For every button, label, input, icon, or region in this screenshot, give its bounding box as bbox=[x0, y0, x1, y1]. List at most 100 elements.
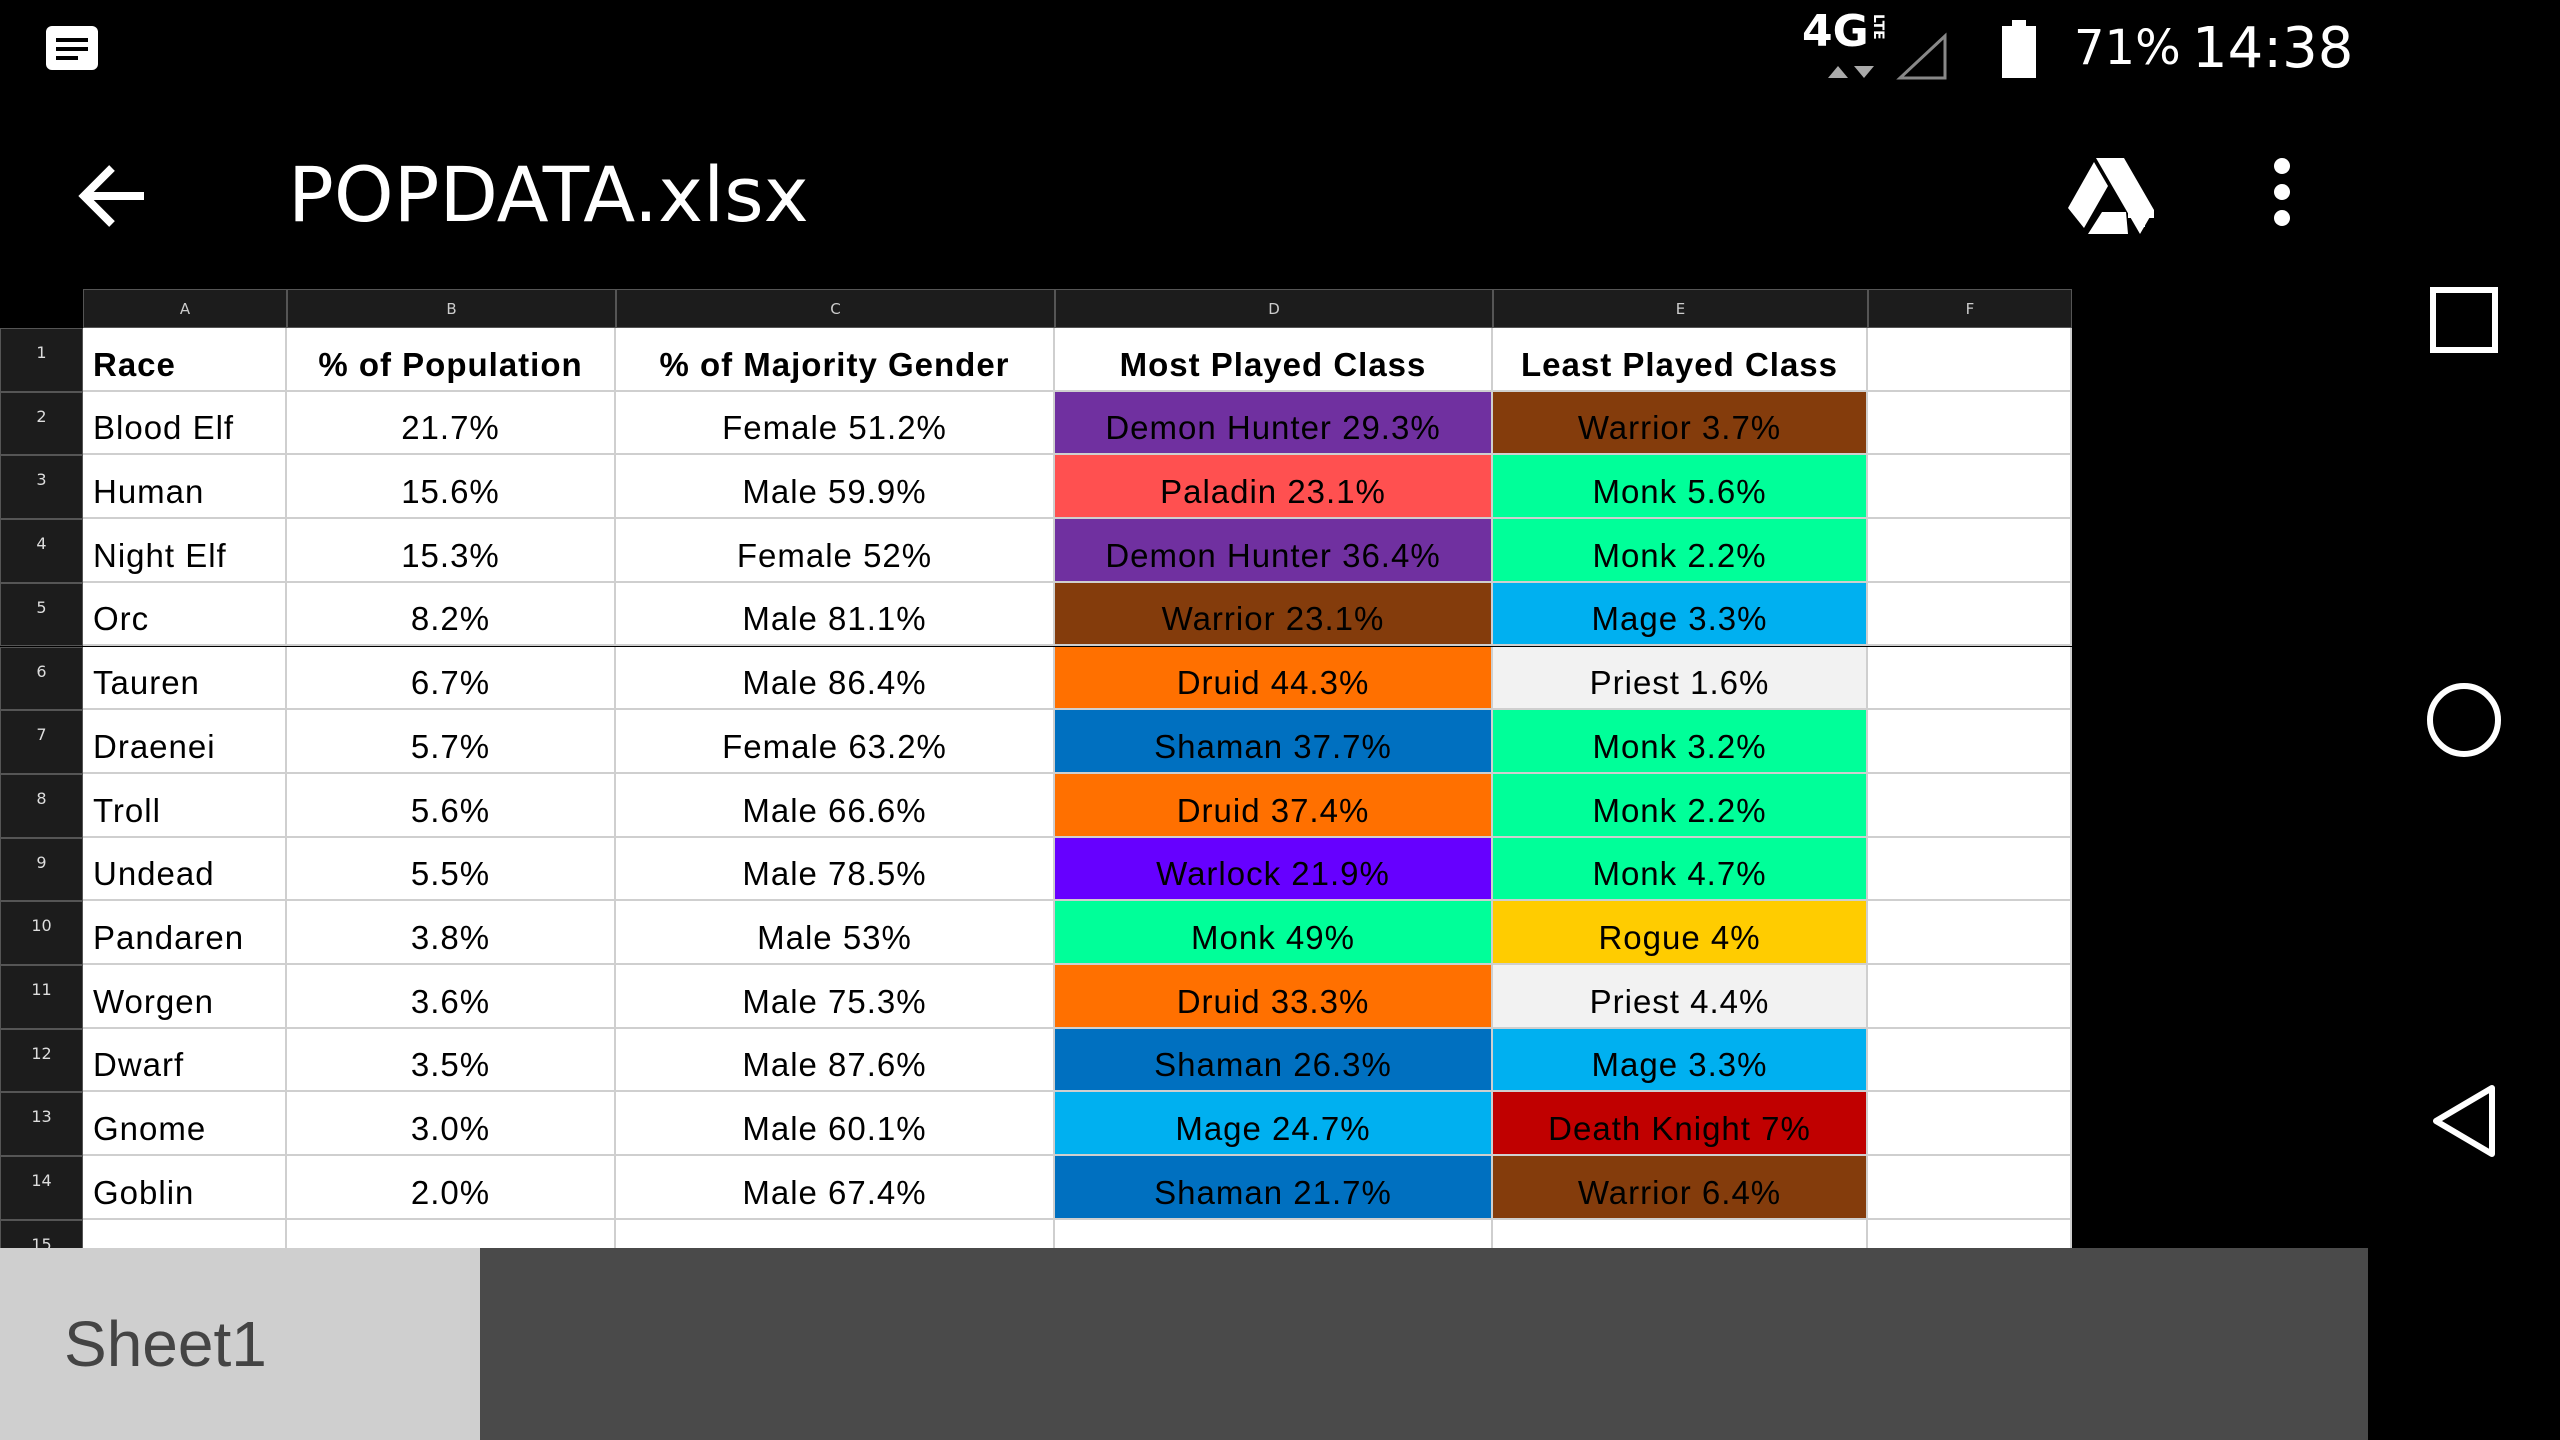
cell[interactable]: Warrior 3.7% bbox=[1493, 391, 1868, 456]
row-header[interactable]: 2 bbox=[0, 391, 83, 456]
cell[interactable]: Rogue 4% bbox=[1493, 901, 1868, 965]
cell[interactable] bbox=[1493, 1219, 1868, 1248]
cell[interactable]: Tauren bbox=[83, 646, 287, 711]
row-header[interactable]: 3 bbox=[0, 455, 83, 520]
cell[interactable]: Undead bbox=[83, 837, 287, 902]
cell[interactable]: 3.0% bbox=[287, 1092, 616, 1157]
cell[interactable] bbox=[1868, 455, 2072, 520]
cell[interactable]: Priest 1.6% bbox=[1493, 646, 1868, 711]
cell[interactable] bbox=[1868, 391, 2072, 456]
cell[interactable]: Mage 3.3% bbox=[1493, 1028, 1868, 1093]
cell[interactable]: Night Elf bbox=[83, 519, 287, 583]
header-cell[interactable] bbox=[1868, 328, 2072, 392]
cell[interactable]: Gnome bbox=[83, 1092, 287, 1157]
cell[interactable]: Monk 3.2% bbox=[1493, 710, 1868, 774]
cell[interactable]: Orc bbox=[83, 582, 287, 647]
cell[interactable]: Female 51.2% bbox=[616, 391, 1055, 456]
cell[interactable]: Male 60.1% bbox=[616, 1092, 1055, 1157]
cell[interactable] bbox=[1868, 1219, 2072, 1248]
row-header[interactable]: 5 bbox=[0, 582, 83, 647]
cell[interactable]: Mage 24.7% bbox=[1055, 1092, 1493, 1157]
cell[interactable] bbox=[1868, 710, 2072, 774]
cell[interactable]: Dwarf bbox=[83, 1028, 287, 1093]
header-cell[interactable]: Least Played Class bbox=[1493, 328, 1868, 392]
row-header[interactable]: 6 bbox=[0, 646, 83, 711]
cell[interactable]: Monk 4.7% bbox=[1493, 837, 1868, 902]
cell[interactable]: Shaman 21.7% bbox=[1055, 1156, 1493, 1220]
recents-button[interactable] bbox=[2430, 287, 2498, 353]
header-cell[interactable]: % of Majority Gender bbox=[616, 328, 1055, 392]
save-to-drive-button[interactable] bbox=[2066, 156, 2158, 238]
cell[interactable]: Shaman 37.7% bbox=[1055, 710, 1493, 774]
row-header[interactable]: 12 bbox=[0, 1028, 83, 1093]
cell[interactable]: 5.6% bbox=[287, 773, 616, 838]
cell[interactable] bbox=[1055, 1219, 1493, 1248]
back-nav-button[interactable] bbox=[2433, 1085, 2495, 1157]
cell[interactable] bbox=[1868, 1156, 2072, 1220]
cell[interactable]: Draenei bbox=[83, 710, 287, 774]
cell[interactable]: 3.6% bbox=[287, 965, 616, 1029]
cell[interactable]: Goblin bbox=[83, 1156, 287, 1220]
cell[interactable]: 5.7% bbox=[287, 710, 616, 774]
cell[interactable]: Male 59.9% bbox=[616, 455, 1055, 520]
home-button[interactable] bbox=[2427, 683, 2501, 757]
cell[interactable] bbox=[1868, 1092, 2072, 1157]
cell[interactable]: Druid 33.3% bbox=[1055, 965, 1493, 1029]
back-button[interactable] bbox=[76, 160, 148, 232]
cell[interactable]: Demon Hunter 29.3% bbox=[1055, 391, 1493, 456]
cell[interactable]: 6.7% bbox=[287, 646, 616, 711]
row-header[interactable]: 8 bbox=[0, 773, 83, 838]
cell[interactable] bbox=[287, 1219, 616, 1248]
cell[interactable] bbox=[1868, 965, 2072, 1029]
cell[interactable]: Male 75.3% bbox=[616, 965, 1055, 1029]
cell[interactable]: 15.6% bbox=[287, 455, 616, 520]
cell[interactable] bbox=[1868, 582, 2072, 647]
cell[interactable]: Male 78.5% bbox=[616, 837, 1055, 902]
cell[interactable]: Male 67.4% bbox=[616, 1156, 1055, 1220]
column-header[interactable]: C bbox=[616, 289, 1055, 328]
cell[interactable]: 2.0% bbox=[287, 1156, 616, 1220]
row-header[interactable]: 13 bbox=[0, 1092, 83, 1157]
cell[interactable]: 3.5% bbox=[287, 1028, 616, 1093]
cell[interactable]: Demon Hunter 36.4% bbox=[1055, 519, 1493, 583]
cell[interactable]: Male 87.6% bbox=[616, 1028, 1055, 1093]
header-cell[interactable]: % of Population bbox=[287, 328, 616, 392]
cell[interactable]: 21.7% bbox=[287, 391, 616, 456]
cell[interactable]: 8.2% bbox=[287, 582, 616, 647]
cell[interactable]: Blood Elf bbox=[83, 391, 287, 456]
cell[interactable]: 5.5% bbox=[287, 837, 616, 902]
row-header[interactable]: 11 bbox=[0, 965, 83, 1029]
cell[interactable] bbox=[1868, 837, 2072, 902]
cell[interactable]: Monk 2.2% bbox=[1493, 773, 1868, 838]
cell[interactable]: Druid 44.3% bbox=[1055, 646, 1493, 711]
cell[interactable]: Shaman 26.3% bbox=[1055, 1028, 1493, 1093]
cell[interactable] bbox=[1868, 646, 2072, 711]
cell[interactable]: Male 86.4% bbox=[616, 646, 1055, 711]
cell[interactable]: Monk 2.2% bbox=[1493, 519, 1868, 583]
row-header[interactable]: 15 bbox=[0, 1219, 83, 1248]
cell[interactable]: Human bbox=[83, 455, 287, 520]
cell[interactable] bbox=[83, 1219, 287, 1248]
sheet-tab[interactable]: Sheet1 bbox=[0, 1248, 480, 1440]
column-header[interactable]: D bbox=[1055, 289, 1493, 328]
row-header[interactable]: 1 bbox=[0, 328, 83, 392]
cell[interactable]: Pandaren bbox=[83, 901, 287, 965]
cell[interactable]: Mage 3.3% bbox=[1493, 582, 1868, 647]
cell[interactable]: 3.8% bbox=[287, 901, 616, 965]
cell[interactable]: Druid 37.4% bbox=[1055, 773, 1493, 838]
header-cell[interactable]: Race bbox=[83, 328, 287, 392]
cell[interactable]: Male 66.6% bbox=[616, 773, 1055, 838]
cell[interactable]: Female 52% bbox=[616, 519, 1055, 583]
cell[interactable]: Warlock 21.9% bbox=[1055, 837, 1493, 902]
row-header[interactable]: 9 bbox=[0, 837, 83, 902]
column-header[interactable]: F bbox=[1868, 289, 2072, 328]
cell[interactable]: Monk 49% bbox=[1055, 901, 1493, 965]
cell[interactable]: Priest 4.4% bbox=[1493, 965, 1868, 1029]
cell[interactable]: Warrior 23.1% bbox=[1055, 582, 1493, 647]
cell[interactable] bbox=[1868, 1028, 2072, 1093]
cell[interactable]: Death Knight 7% bbox=[1493, 1092, 1868, 1157]
header-cell[interactable]: Most Played Class bbox=[1055, 328, 1493, 392]
cell[interactable]: Male 81.1% bbox=[616, 582, 1055, 647]
column-header[interactable]: E bbox=[1493, 289, 1868, 328]
cell[interactable]: Male 53% bbox=[616, 901, 1055, 965]
